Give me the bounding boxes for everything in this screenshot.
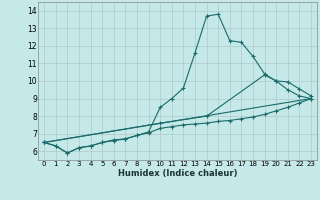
X-axis label: Humidex (Indice chaleur): Humidex (Indice chaleur) — [118, 169, 237, 178]
